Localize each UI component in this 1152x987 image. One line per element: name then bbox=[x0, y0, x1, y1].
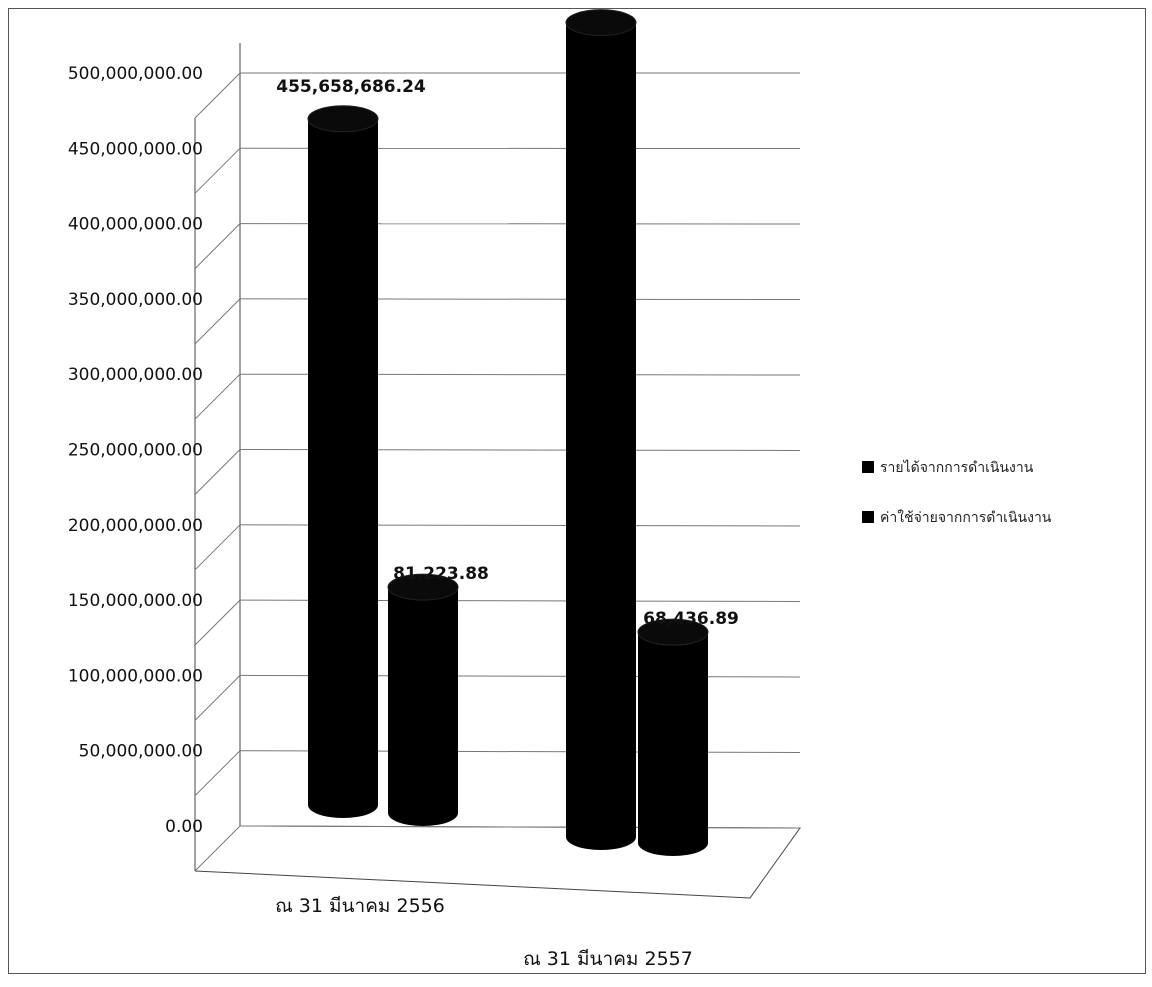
side-gridline bbox=[194, 373, 241, 420]
bar-top bbox=[565, 9, 637, 37]
side-gridline bbox=[194, 298, 241, 345]
bars bbox=[307, 9, 709, 856]
y-tick-label: 100,000,000.00 bbox=[68, 666, 203, 686]
y-tick-label: 50,000,000.00 bbox=[79, 742, 203, 762]
bar-body bbox=[566, 22, 636, 850]
category-label: ณ 31 มีนาคม 2557 bbox=[523, 948, 693, 970]
side-gridline bbox=[194, 223, 241, 269]
side-gridline bbox=[194, 524, 241, 571]
side-gridline bbox=[194, 825, 241, 872]
bar bbox=[565, 9, 637, 850]
y-tick-label: 0.00 bbox=[165, 817, 203, 837]
side-gridline bbox=[194, 72, 241, 119]
bar-body bbox=[308, 118, 378, 818]
gridline bbox=[239, 825, 801, 829]
data-label: 455,658,686.24 bbox=[276, 77, 426, 97]
y-tick-label: 400,000,000.00 bbox=[68, 215, 203, 235]
gridlines bbox=[194, 72, 801, 872]
legend-label: ค่าใช้จ่ายจากการดำเนินงาน bbox=[880, 509, 1052, 526]
bar bbox=[637, 618, 709, 856]
floor bbox=[194, 825, 801, 899]
y-tick-label: 500,000,000.00 bbox=[68, 64, 203, 84]
x-axis-category-labels: ณ 31 มีนาคม 2556 ณ 31 มีนาคม 2557 bbox=[275, 895, 693, 970]
bar-top bbox=[307, 105, 379, 133]
y-tick-label: 150,000,000.00 bbox=[68, 591, 203, 611]
legend: รายได้จากการดำเนินงานค่าใช้จ่ายจากการดำเ… bbox=[862, 459, 1052, 526]
bar-body bbox=[638, 632, 708, 856]
legend-swatch bbox=[862, 461, 874, 473]
y-tick-label: 250,000,000.00 bbox=[68, 441, 203, 461]
side-gridline bbox=[194, 599, 241, 646]
data-labels: 455,658,686.24 540,761,478.05 81,223.88 68,… bbox=[276, 0, 739, 629]
y-tick-label: 450,000,000.00 bbox=[68, 139, 203, 159]
data-label: 81,223.88 bbox=[393, 564, 489, 584]
side-gridline bbox=[194, 750, 241, 797]
side-gridline bbox=[194, 449, 241, 495]
data-label: 540,761,478.05 bbox=[534, 0, 684, 1]
bar-body bbox=[388, 587, 458, 826]
y-tick-label: 200,000,000.00 bbox=[68, 516, 203, 536]
y-tick-label: 350,000,000.00 bbox=[68, 290, 203, 310]
bar-top bbox=[387, 573, 459, 601]
bar bbox=[307, 105, 379, 818]
category-label: ณ 31 มีนาคม 2556 bbox=[275, 895, 445, 917]
bar-top bbox=[637, 618, 709, 646]
chart-walls bbox=[194, 43, 801, 899]
y-axis-tick-labels: 0.00 50,000,000.00 100,000,000.00 150,000,0… bbox=[68, 64, 203, 837]
y-tick-label: 300,000,000.00 bbox=[68, 365, 203, 385]
side-gridline bbox=[194, 147, 241, 194]
data-label: 68,436.89 bbox=[643, 609, 739, 629]
bar bbox=[387, 573, 459, 826]
legend-label: รายได้จากการดำเนินงาน bbox=[880, 459, 1034, 476]
legend-swatch bbox=[862, 511, 874, 523]
side-gridline bbox=[194, 675, 241, 721]
